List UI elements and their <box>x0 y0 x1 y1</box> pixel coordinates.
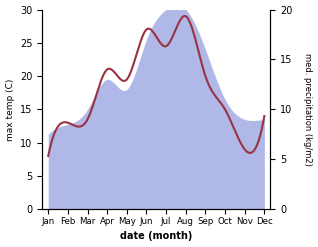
Y-axis label: med. precipitation (kg/m2): med. precipitation (kg/m2) <box>303 53 313 166</box>
X-axis label: date (month): date (month) <box>120 231 192 242</box>
Y-axis label: max temp (C): max temp (C) <box>5 78 15 141</box>
